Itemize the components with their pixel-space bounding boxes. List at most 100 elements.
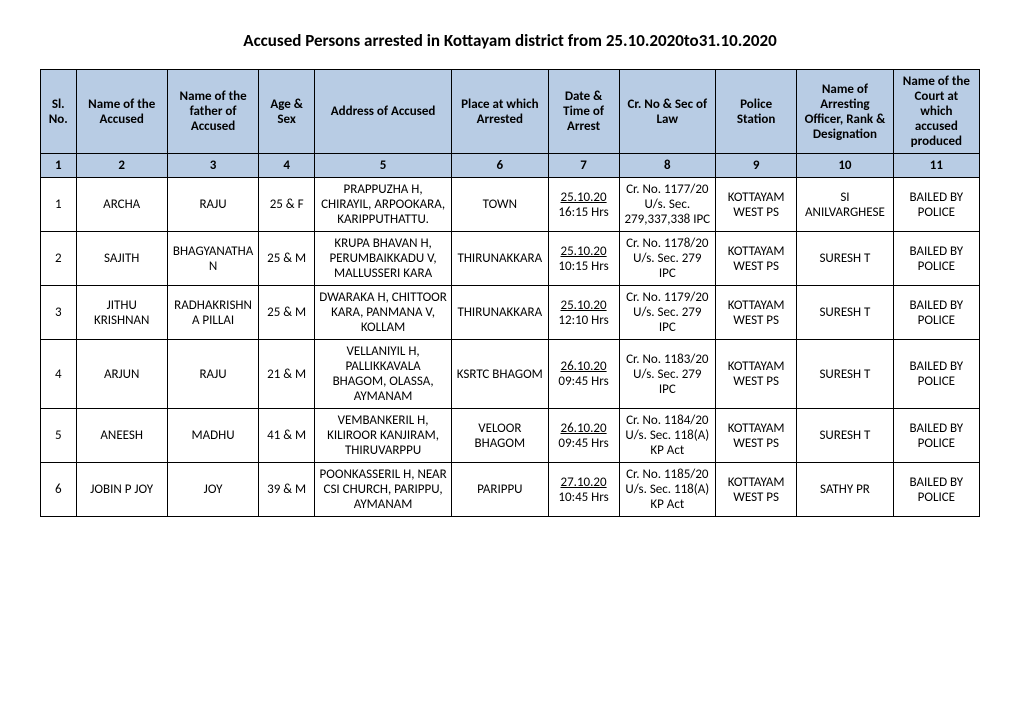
col-number: 3 bbox=[167, 154, 258, 178]
table-cell: 25.10.2012:10 Hrs bbox=[548, 286, 619, 340]
table-cell: JOY bbox=[167, 463, 258, 517]
table-cell: SATHY PR bbox=[797, 463, 893, 517]
table-cell: 39 & M bbox=[259, 463, 315, 517]
table-cell: BAILED BY POLICE bbox=[893, 286, 979, 340]
col-number: 5 bbox=[315, 154, 452, 178]
table-row: 6JOBIN P JOYJOY39 & MPOONKASSERIL H, NEA… bbox=[41, 463, 980, 517]
arrest-time: 09:45 Hrs bbox=[558, 436, 608, 451]
table-cell: VELLANIYIL H, PALLIKKAVALA BHAGOM, OLASS… bbox=[315, 340, 452, 409]
table-cell: KOTTAYAM WEST PS bbox=[716, 409, 797, 463]
page-title: Accused Persons arrested in Kottayam dis… bbox=[40, 30, 980, 51]
table-cell: KOTTAYAM WEST PS bbox=[716, 286, 797, 340]
col-number: 9 bbox=[716, 154, 797, 178]
table-cell: BAILED BY POLICE bbox=[893, 340, 979, 409]
col-number: 6 bbox=[452, 154, 548, 178]
arrest-time: 12:10 Hrs bbox=[558, 313, 608, 328]
table-cell: KOTTAYAM WEST PS bbox=[716, 463, 797, 517]
table-cell: RAJU bbox=[167, 178, 258, 232]
arrest-date: 26.10.20 bbox=[561, 421, 607, 436]
col-header: Cr. No & Sec of Law bbox=[619, 70, 715, 154]
table-cell: JITHU KRISHNAN bbox=[76, 286, 167, 340]
table-cell: THIRUNAKKARA bbox=[452, 286, 548, 340]
table-cell: Cr. No. 1183/20 U/s. Sec. 279 IPC bbox=[619, 340, 715, 409]
table-cell: VELOOR BHAGOM bbox=[452, 409, 548, 463]
number-row: 1 2 3 4 5 6 7 8 9 10 11 bbox=[41, 154, 980, 178]
table-cell: ARJUN bbox=[76, 340, 167, 409]
table-cell: 25 & F bbox=[259, 178, 315, 232]
table-cell: TOWN bbox=[452, 178, 548, 232]
table-cell: Cr. No. 1179/20 U/s. Sec. 279 IPC bbox=[619, 286, 715, 340]
table-cell: DWARAKA H, CHITTOOR KARA, PANMANA V, KOL… bbox=[315, 286, 452, 340]
table-cell: 25 & M bbox=[259, 232, 315, 286]
arrest-date: 25.10.20 bbox=[561, 244, 607, 259]
col-header: Sl. No. bbox=[41, 70, 77, 154]
arrest-table: Sl. No. Name of the Accused Name of the … bbox=[40, 69, 980, 517]
header-row: Sl. No. Name of the Accused Name of the … bbox=[41, 70, 980, 154]
col-number: 2 bbox=[76, 154, 167, 178]
table-cell: KOTTAYAM WEST PS bbox=[716, 232, 797, 286]
arrest-time: 10:15 Hrs bbox=[558, 259, 608, 274]
col-number: 11 bbox=[893, 154, 979, 178]
table-cell: 6 bbox=[41, 463, 77, 517]
table-cell: ANEESH bbox=[76, 409, 167, 463]
table-cell: SURESH T bbox=[797, 232, 893, 286]
table-cell: POONKASSERIL H, NEAR CSI CHURCH, PARIPPU… bbox=[315, 463, 452, 517]
table-cell: SURESH T bbox=[797, 286, 893, 340]
col-header: Date & Time of Arrest bbox=[548, 70, 619, 154]
table-cell: BAILED BY POLICE bbox=[893, 178, 979, 232]
table-row: 2SAJITHBHAGYANATHAN25 & MKRUPA BHAVAN H,… bbox=[41, 232, 980, 286]
table-cell: 25.10.2010:15 Hrs bbox=[548, 232, 619, 286]
table-cell: SI ANILVARGHESE bbox=[797, 178, 893, 232]
table-cell: 1 bbox=[41, 178, 77, 232]
col-header: Address of Accused bbox=[315, 70, 452, 154]
table-cell: SURESH T bbox=[797, 340, 893, 409]
table-row: 1ARCHARAJU25 & FPRAPPUZHA H, CHIRAYIL, A… bbox=[41, 178, 980, 232]
table-cell: 25.10.2016:15 Hrs bbox=[548, 178, 619, 232]
arrest-date: 27.10.20 bbox=[561, 475, 607, 490]
table-cell: 21 & M bbox=[259, 340, 315, 409]
col-number: 1 bbox=[41, 154, 77, 178]
table-cell: BAILED BY POLICE bbox=[893, 232, 979, 286]
arrest-date: 25.10.20 bbox=[561, 298, 607, 313]
table-cell: 41 & M bbox=[259, 409, 315, 463]
col-header: Name of the Accused bbox=[76, 70, 167, 154]
table-cell: KRUPA BHAVAN H, PERUMBAIKKADU V, MALLUSS… bbox=[315, 232, 452, 286]
arrest-date: 25.10.20 bbox=[561, 190, 607, 205]
table-cell: 26.10.2009:45 Hrs bbox=[548, 409, 619, 463]
arrest-time: 10:45 Hrs bbox=[558, 490, 608, 505]
table-row: 5ANEESHMADHU41 & MVEMBANKERIL H, KILIROO… bbox=[41, 409, 980, 463]
table-cell: SAJITH bbox=[76, 232, 167, 286]
table-cell: 25 & M bbox=[259, 286, 315, 340]
arrest-date: 26.10.20 bbox=[561, 359, 607, 374]
table-body: 1ARCHARAJU25 & FPRAPPUZHA H, CHIRAYIL, A… bbox=[41, 178, 980, 517]
table-cell: RAJU bbox=[167, 340, 258, 409]
col-header: Age & Sex bbox=[259, 70, 315, 154]
col-number: 8 bbox=[619, 154, 715, 178]
col-header: Police Station bbox=[716, 70, 797, 154]
table-cell: Cr. No. 1184/20 U/s. Sec. 118(A) KP Act bbox=[619, 409, 715, 463]
col-number: 4 bbox=[259, 154, 315, 178]
table-cell: VEMBANKERIL H, KILIROOR KANJIRAM, THIRUV… bbox=[315, 409, 452, 463]
table-cell: RADHAKRISHNA PILLAI bbox=[167, 286, 258, 340]
table-cell: BHAGYANATHAN bbox=[167, 232, 258, 286]
table-cell: KSRTC BHAGOM bbox=[452, 340, 548, 409]
table-row: 3JITHU KRISHNANRADHAKRISHNA PILLAI25 & M… bbox=[41, 286, 980, 340]
table-cell: MADHU bbox=[167, 409, 258, 463]
table-cell: SURESH T bbox=[797, 409, 893, 463]
col-header: Name of the Court at which accused produ… bbox=[893, 70, 979, 154]
table-cell: BAILED BY POLICE bbox=[893, 463, 979, 517]
table-cell: 26.10.2009:45 Hrs bbox=[548, 340, 619, 409]
table-cell: KOTTAYAM WEST PS bbox=[716, 340, 797, 409]
col-number: 10 bbox=[797, 154, 893, 178]
arrest-time: 16:15 Hrs bbox=[558, 205, 608, 220]
table-row: 4ARJUNRAJU21 & MVELLANIYIL H, PALLIKKAVA… bbox=[41, 340, 980, 409]
col-header: Name of Arresting Officer, Rank & Design… bbox=[797, 70, 893, 154]
col-number: 7 bbox=[548, 154, 619, 178]
table-cell: Cr. No. 1178/20 U/s. Sec. 279 IPC bbox=[619, 232, 715, 286]
table-cell: Cr. No. 1185/20 U/s. Sec. 118(A) KP Act bbox=[619, 463, 715, 517]
table-cell: 27.10.2010:45 Hrs bbox=[548, 463, 619, 517]
table-cell: PARIPPU bbox=[452, 463, 548, 517]
col-header: Place at which Arrested bbox=[452, 70, 548, 154]
table-cell: 5 bbox=[41, 409, 77, 463]
table-cell: KOTTAYAM WEST PS bbox=[716, 178, 797, 232]
